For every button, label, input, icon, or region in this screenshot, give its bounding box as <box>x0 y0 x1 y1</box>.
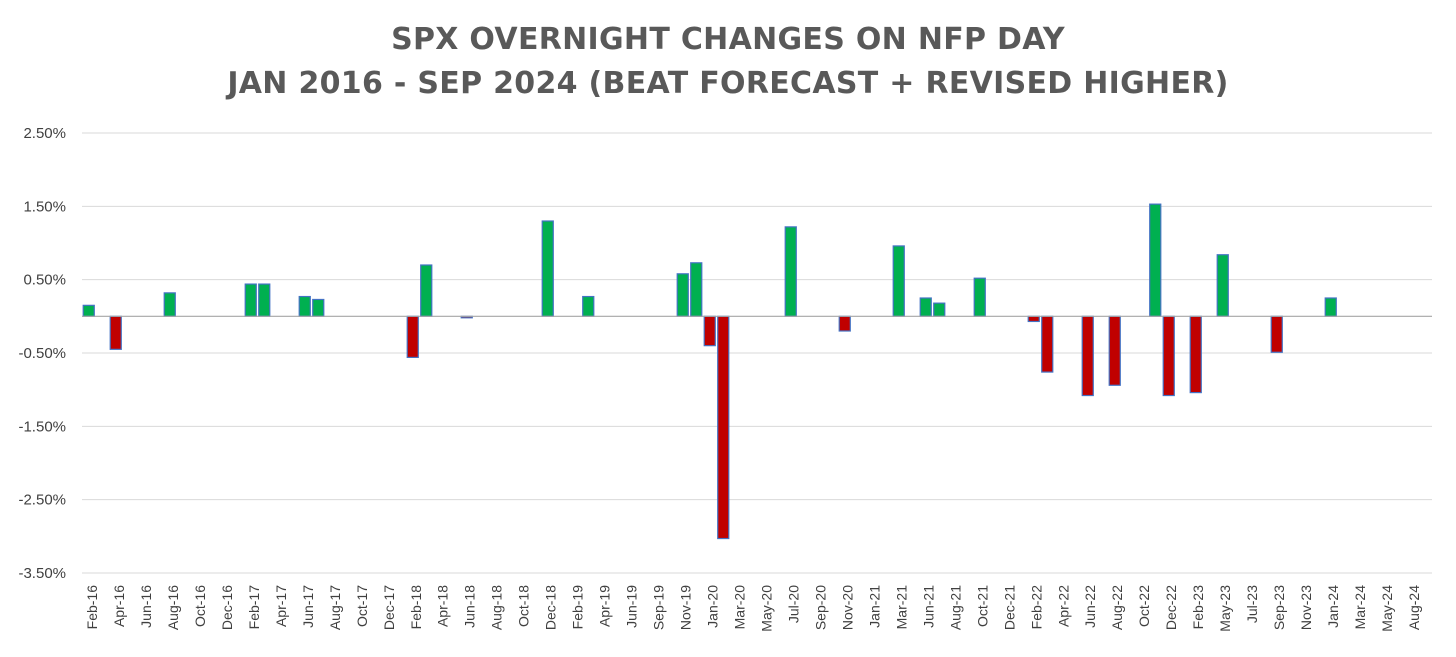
bar-feb-20 <box>717 315 730 540</box>
bar-dec-22 <box>1162 315 1175 397</box>
x-tick-label: Jun-21 <box>920 585 936 628</box>
x-tick-label: Feb-16 <box>84 585 100 630</box>
x-tick-label: Jun-19 <box>624 585 640 628</box>
x-tick-label: Oct-22 <box>1136 585 1152 627</box>
gridlines <box>82 132 1432 574</box>
bar-dec-18 <box>541 220 554 317</box>
x-tick-label: Apr-19 <box>597 585 613 627</box>
x-tick-label: Oct-16 <box>192 585 208 627</box>
x-tick-label: Apr-16 <box>111 585 127 627</box>
x-tick-label: Mar-24 <box>1352 585 1368 630</box>
bar-mar-21 <box>892 245 905 317</box>
x-tick-label: Oct-17 <box>354 585 370 627</box>
x-tick-label: Feb-19 <box>570 585 586 630</box>
bar-feb-17 <box>244 283 257 317</box>
chart-title: SPX OVERNIGHT CHANGES ON NFP DAY <box>391 22 1065 57</box>
bar-dec-19 <box>690 262 703 317</box>
y-tick-label: -0.50% <box>18 345 66 362</box>
bar-aug-22 <box>1108 315 1121 386</box>
bar-sep-23 <box>1270 315 1283 353</box>
bar-aug-16 <box>163 292 176 317</box>
bar-jul-17 <box>312 298 325 317</box>
x-tick-label: Oct-21 <box>974 585 990 627</box>
y-tick-label: -3.50% <box>18 565 66 582</box>
x-tick-label: Dec-22 <box>1163 585 1179 630</box>
x-tick-label: Nov-20 <box>839 585 855 630</box>
x-tick-label: Aug-21 <box>947 585 963 630</box>
bar-nov-19 <box>676 273 689 317</box>
bar-jun-22 <box>1081 315 1094 397</box>
bars <box>82 203 1337 540</box>
bar-nov-20 <box>838 315 851 332</box>
y-tick-label: -2.50% <box>18 492 66 509</box>
bar-mar-17 <box>258 283 271 317</box>
x-tick-label: Aug-17 <box>327 585 343 630</box>
x-tick-label: Nov-23 <box>1298 585 1314 630</box>
bar-oct-21 <box>973 277 986 317</box>
y-tick-label: 1.50% <box>23 198 66 215</box>
x-tick-label: Aug-18 <box>489 585 505 630</box>
bar-nov-22 <box>1149 203 1162 317</box>
x-tick-label: Aug-22 <box>1109 585 1125 630</box>
x-axis-tick-labels: Feb-16 Apr-16 Jun-16 Aug-16 Oct-16 Dec-16 Feb-… <box>84 585 1422 632</box>
x-tick-label: Jun-16 <box>138 585 154 628</box>
x-tick-label: Jan-21 <box>866 585 882 628</box>
bar-mar-22 <box>1041 315 1054 373</box>
x-tick-label: Dec-17 <box>381 585 397 630</box>
y-axis-tick-labels: 2.50% 1.50% 0.50% -0.50% -1.50% -2.50% -3.50% <box>18 125 66 582</box>
x-tick-label: Feb-22 <box>1028 585 1044 630</box>
bar-feb-22 <box>1027 315 1040 323</box>
x-tick-label: Apr-17 <box>273 585 289 627</box>
x-tick-label: Feb-18 <box>408 585 424 630</box>
chart-subtitle: JAN 2016 - SEP 2024 (BEAT FORECAST + REV… <box>227 66 1229 101</box>
y-tick-label: -1.50% <box>18 418 66 435</box>
bar-may-23 <box>1216 254 1229 317</box>
bar-feb-16 <box>82 304 95 317</box>
bar-jun-21 <box>919 297 932 317</box>
x-tick-label: Jun-17 <box>300 585 316 628</box>
x-tick-label: Sep-20 <box>812 585 828 630</box>
x-tick-label: Jan-20 <box>705 585 721 628</box>
x-tick-label: Dec-21 <box>1001 585 1017 630</box>
x-tick-label: Feb-17 <box>246 585 262 630</box>
bar-jul-20 <box>784 226 797 317</box>
bar-apr-16 <box>109 315 122 350</box>
bar-jul-21 <box>933 302 946 317</box>
x-tick-label: Oct-18 <box>516 585 532 627</box>
x-tick-label: May-24 <box>1379 585 1395 632</box>
bar-mar-19 <box>582 295 595 317</box>
x-tick-label: Sep-19 <box>651 585 667 630</box>
x-tick-label: Aug-16 <box>165 585 181 630</box>
x-tick-label: Feb-23 <box>1190 585 1206 630</box>
bar-mar-18 <box>420 264 433 317</box>
x-tick-label: Mar-21 <box>893 585 909 630</box>
x-tick-label: Jun-22 <box>1082 585 1098 628</box>
x-tick-label: Apr-18 <box>435 585 451 627</box>
bar-jan-20 <box>703 315 716 347</box>
bar-jun-17 <box>298 295 311 317</box>
x-tick-label: Jan-24 <box>1325 585 1341 628</box>
x-tick-label: Dec-18 <box>543 585 559 630</box>
y-tick-label: 2.50% <box>23 125 66 142</box>
x-tick-label: Jun-18 <box>462 585 478 628</box>
bar-jan-24 <box>1324 297 1337 317</box>
bar-feb-18 <box>406 315 419 359</box>
x-tick-label: Jul-20 <box>785 585 801 623</box>
x-tick-label: Aug-24 <box>1406 585 1422 630</box>
x-tick-label: May-23 <box>1217 585 1233 632</box>
y-tick-label: 0.50% <box>23 272 66 289</box>
bar-feb-23 <box>1189 315 1202 394</box>
x-tick-label: Jul-23 <box>1244 585 1260 623</box>
x-tick-label: May-20 <box>758 585 774 632</box>
x-tick-label: Apr-22 <box>1055 585 1071 627</box>
x-tick-label: Sep-23 <box>1271 585 1287 630</box>
x-tick-label: Mar-20 <box>732 585 748 630</box>
x-tick-label: Dec-16 <box>219 585 235 630</box>
x-tick-label: Nov-19 <box>678 585 694 630</box>
